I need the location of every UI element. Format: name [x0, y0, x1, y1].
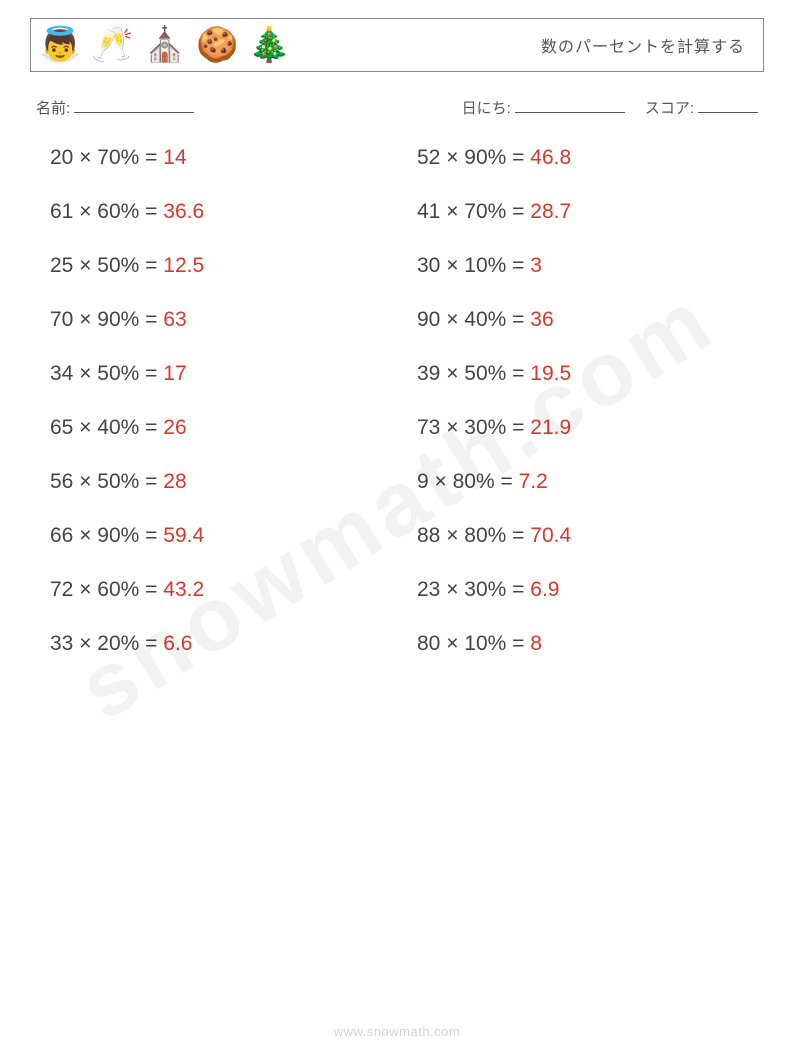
worksheet-page: 👼 🥂 ⛪ 🍪 🎄 数のパーセントを計算する 名前: 日にち: スコア: 20 …: [0, 0, 794, 656]
problem-left-8: 72 × 60% = 43.2: [50, 578, 377, 602]
problem-right-0: 52 × 90% = 46.8: [417, 146, 744, 170]
problem-right-9: 80 × 10% = 8: [417, 632, 744, 656]
problem-right-7: 88 × 80% = 70.4: [417, 524, 744, 548]
problem-expression: 25 × 50% =: [50, 254, 163, 277]
problem-answer: 36: [530, 308, 553, 331]
problem-answer: 43.2: [163, 578, 204, 601]
problem-left-3: 70 × 90% = 63: [50, 308, 377, 332]
problem-left-6: 56 × 50% = 28: [50, 470, 377, 494]
problem-right-2: 30 × 10% = 3: [417, 254, 744, 278]
problem-answer: 28: [163, 470, 186, 493]
problem-expression: 88 × 80% =: [417, 524, 530, 547]
problems-grid: 20 × 70% = 14 52 × 90% = 46.8 61 × 60% = 3…: [30, 146, 764, 656]
problem-expression: 56 × 50% =: [50, 470, 163, 493]
problem-expression: 23 × 30% =: [417, 578, 530, 601]
problem-expression: 39 × 50% =: [417, 362, 530, 385]
problem-right-8: 23 × 30% = 6.9: [417, 578, 744, 602]
problem-expression: 73 × 30% =: [417, 416, 530, 439]
problem-left-7: 66 × 90% = 59.4: [50, 524, 377, 548]
problem-answer: 8: [530, 632, 542, 655]
problem-answer: 6.9: [530, 578, 559, 601]
problem-answer: 59.4: [163, 524, 204, 547]
problem-answer: 6.6: [163, 632, 192, 655]
problem-answer: 70.4: [530, 524, 571, 547]
header-icons: 👼 🥂 ⛪ 🍪 🎄: [39, 28, 291, 62]
footer-url: www.snowmath.com: [0, 1024, 794, 1039]
problem-answer: 17: [163, 362, 186, 385]
problem-expression: 61 × 60% =: [50, 200, 163, 223]
problem-answer: 46.8: [530, 146, 571, 169]
tree-icon: 🎄: [248, 28, 290, 62]
problem-left-9: 33 × 20% = 6.6: [50, 632, 377, 656]
problem-left-5: 65 × 40% = 26: [50, 416, 377, 440]
date-blank[interactable]: [515, 96, 625, 113]
problem-expression: 34 × 50% =: [50, 362, 163, 385]
problem-answer: 12.5: [163, 254, 204, 277]
problem-left-1: 61 × 60% = 36.6: [50, 200, 377, 224]
problem-expression: 72 × 60% =: [50, 578, 163, 601]
problem-expression: 33 × 20% =: [50, 632, 163, 655]
problem-answer: 19.5: [530, 362, 571, 385]
problem-right-4: 39 × 50% = 19.5: [417, 362, 744, 386]
problem-expression: 30 × 10% =: [417, 254, 530, 277]
problem-expression: 70 × 90% =: [50, 308, 163, 331]
problem-answer: 26: [163, 416, 186, 439]
church-icon: ⛪: [144, 28, 186, 62]
problem-right-1: 41 × 70% = 28.7: [417, 200, 744, 224]
score-label: スコア:: [645, 97, 694, 118]
worksheet-title: 数のパーセントを計算する: [541, 33, 745, 57]
cookie-icon: 🍪: [196, 28, 238, 62]
angel-icon: 👼: [39, 28, 81, 62]
problem-expression: 52 × 90% =: [417, 146, 530, 169]
problem-left-0: 20 × 70% = 14: [50, 146, 377, 170]
problem-expression: 90 × 40% =: [417, 308, 530, 331]
problem-answer: 63: [163, 308, 186, 331]
header-box: 👼 🥂 ⛪ 🍪 🎄 数のパーセントを計算する: [30, 18, 764, 72]
problem-answer: 3: [530, 254, 542, 277]
problem-left-4: 34 × 50% = 17: [50, 362, 377, 386]
problem-answer: 28.7: [530, 200, 571, 223]
score-blank[interactable]: [698, 96, 758, 113]
problem-right-3: 90 × 40% = 36: [417, 308, 744, 332]
problem-answer: 21.9: [530, 416, 571, 439]
date-score-field: 日にち: スコア:: [462, 96, 758, 118]
problem-answer: 7.2: [519, 470, 548, 493]
problem-expression: 80 × 10% =: [417, 632, 530, 655]
problem-left-2: 25 × 50% = 12.5: [50, 254, 377, 278]
name-blank[interactable]: [74, 96, 194, 113]
problem-expression: 41 × 70% =: [417, 200, 530, 223]
problem-answer: 36.6: [163, 200, 204, 223]
problem-expression: 65 × 40% =: [50, 416, 163, 439]
problem-expression: 9 × 80% =: [417, 470, 519, 493]
date-label: 日にち:: [462, 97, 511, 118]
problem-right-5: 73 × 30% = 21.9: [417, 416, 744, 440]
info-row: 名前: 日にち: スコア:: [36, 96, 758, 118]
name-label: 名前:: [36, 97, 70, 118]
problem-expression: 66 × 90% =: [50, 524, 163, 547]
cheers-icon: 🥂: [91, 28, 133, 62]
name-field: 名前:: [36, 96, 194, 118]
problem-expression: 20 × 70% =: [50, 146, 163, 169]
problem-right-6: 9 × 80% = 7.2: [417, 470, 744, 494]
problem-answer: 14: [163, 146, 186, 169]
